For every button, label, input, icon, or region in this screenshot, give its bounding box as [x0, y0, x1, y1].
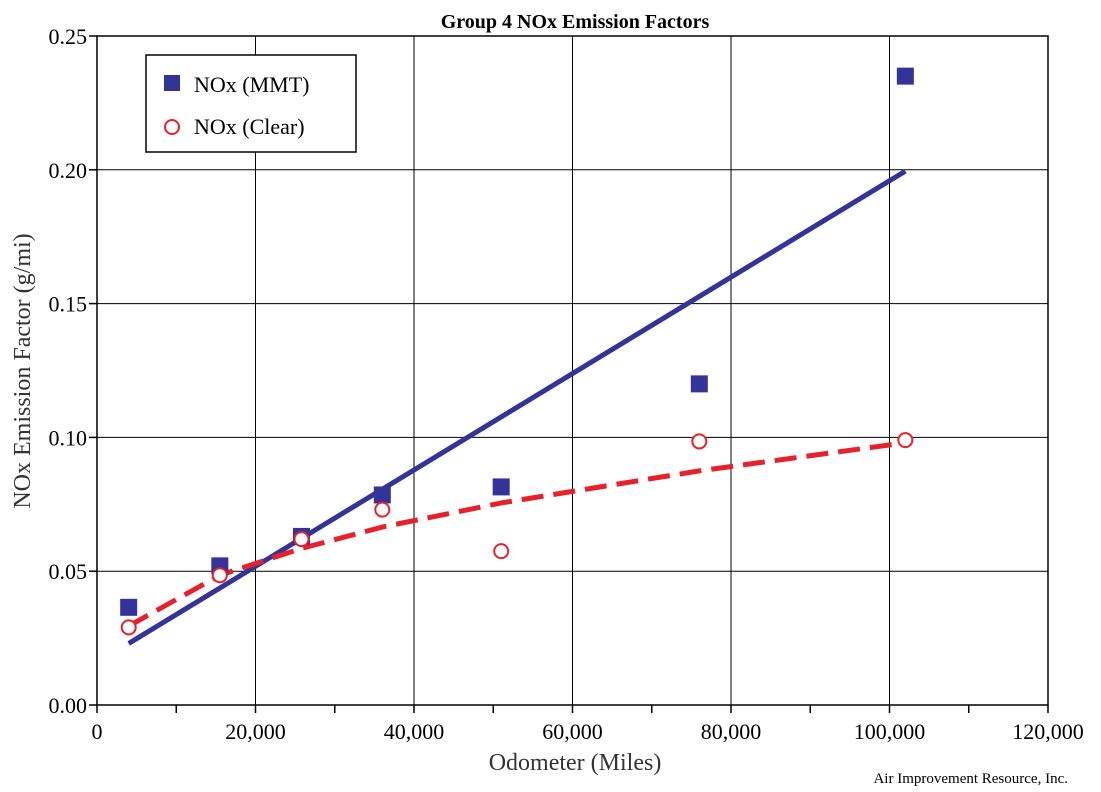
legend-box [145, 54, 357, 153]
y-tick-label: 0.25 [49, 24, 88, 49]
x-tick-label: 0 [92, 719, 103, 744]
x-tick-label: 100,000 [854, 719, 926, 744]
x-tick-label: 20,000 [225, 719, 286, 744]
mmt-point [492, 478, 510, 496]
x-axis-title: Odometer (Miles) [489, 750, 662, 776]
mmt-point [120, 598, 138, 616]
trendlines [127, 169, 907, 646]
gridlines [97, 36, 1048, 705]
mmt-point [896, 67, 914, 85]
legend-clear-marker [164, 119, 180, 135]
legend-clear-label: NOx (Clear) [194, 114, 305, 139]
data-markers [120, 67, 914, 636]
credit-text: Air Improvement Resource, Inc. [873, 771, 1068, 787]
clear-point [374, 501, 391, 518]
mmt-trendline [127, 169, 907, 646]
y-tick-label: 0.00 [49, 693, 88, 718]
x-tick-label: 120,000 [1012, 719, 1084, 744]
legend-mmt-marker [164, 75, 180, 91]
legend: NOx (MMT) NOx (Clear) [145, 54, 357, 153]
x-tick-label: 80,000 [701, 719, 762, 744]
clear-point [691, 433, 708, 450]
chart-title: Group 4 NOx Emission Factors [441, 11, 710, 33]
clear-point [897, 432, 914, 449]
clear-point [120, 619, 137, 636]
axes: 0 20,000 40,000 60,000 80,000 100,000 120,000 0… [49, 24, 1084, 744]
clear-point [211, 567, 228, 584]
y-tick-label: 0.20 [49, 158, 88, 183]
legend-mmt-label: NOx (MMT) [194, 72, 310, 97]
y-tick-label: 0.15 [49, 292, 88, 317]
mmt-point [373, 486, 391, 504]
mmt-point [690, 375, 708, 393]
clear-point [493, 543, 510, 560]
plot-frame [96, 35, 1049, 706]
y-tick-label: 0.10 [49, 425, 88, 450]
clear-point [293, 531, 310, 548]
y-tick-label: 0.05 [49, 559, 88, 584]
x-tick-label: 40,000 [384, 719, 445, 744]
clear-trendline [127, 440, 906, 629]
x-tick-label: 60,000 [542, 719, 603, 744]
y-axis-title: NOx Emission Factor (g/mi) [10, 233, 36, 508]
